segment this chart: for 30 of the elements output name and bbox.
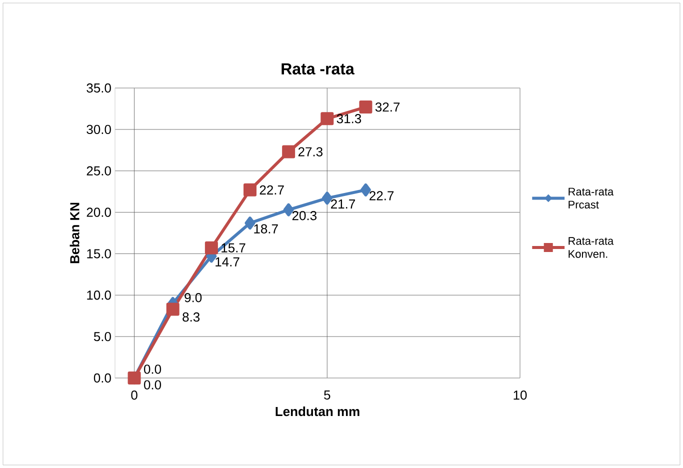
legend-label: Rata-rata Prcast <box>568 188 614 209</box>
data-label: 22.7 <box>370 191 394 200</box>
data-label: 8.3 <box>182 312 200 322</box>
x-tick-label: 10 <box>514 390 527 400</box>
data-label: 31.3 <box>336 114 362 124</box>
x-axis-title: Lendutan mm <box>276 406 360 416</box>
data-label: 21.7 <box>331 199 355 208</box>
y-tick-label: 35.0 <box>86 83 111 93</box>
y-tick-label: 15.0 <box>87 249 111 258</box>
data-label: 32.7 <box>375 102 400 112</box>
data-label: 14.7 <box>216 257 240 266</box>
data-label: 0.0 <box>144 380 162 390</box>
y-tick-label: 0.0 <box>94 373 111 383</box>
y-tick-label: 25.0 <box>86 166 111 176</box>
y-tick-label: 10.0 <box>87 290 111 300</box>
data-label: 27.3 <box>298 147 322 156</box>
data-label: 0.0 <box>144 364 162 374</box>
legend-label: Rata-rata Konven. <box>568 237 614 258</box>
x-tick-label: 0 <box>131 390 138 400</box>
x-tick-label: 5 <box>324 390 330 400</box>
chart-title: Rata -rata <box>282 63 354 74</box>
y-tick-label: 30.0 <box>86 124 111 134</box>
data-label: 22.7 <box>260 185 284 194</box>
data-label: 18.7 <box>254 224 278 234</box>
data-label: 15.7 <box>222 243 246 252</box>
y-tick-label: 20.0 <box>86 208 111 217</box>
y-axis-title: Beban KN <box>70 202 80 264</box>
data-label: 9.0 <box>184 293 202 302</box>
data-label: 20.3 <box>292 211 316 220</box>
y-tick-label: 5.0 <box>94 332 111 342</box>
